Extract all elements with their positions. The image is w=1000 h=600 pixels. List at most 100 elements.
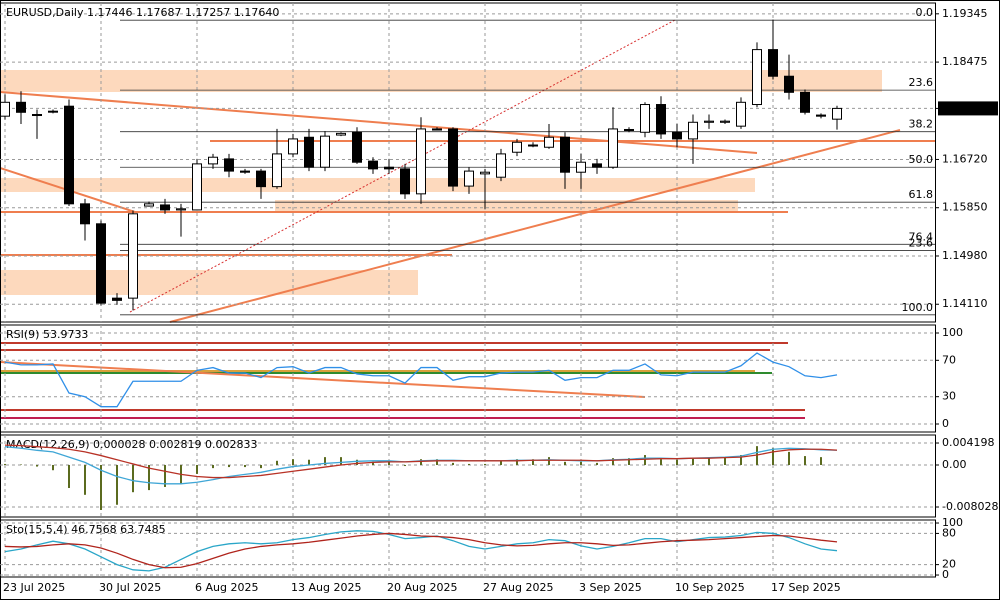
histogram-bar [516,459,518,465]
series-line [4,444,838,479]
y-tick-label: 1.17640 [942,101,988,114]
candle-body [672,131,682,140]
histogram-bar [500,460,502,465]
panel-title: EURUSD,Daily 1.17446 1.17687 1.17257 1.1… [6,6,279,19]
histogram-bar [212,464,214,469]
histogram-bar [132,464,134,493]
y-tick-label: 80 [942,526,956,539]
x-tick-label: 17 Sep 2025 [771,581,841,594]
y-tick-label: 1.14980 [942,249,988,262]
candle-body [320,135,330,168]
histogram-bar [52,464,54,471]
x-tick-label: 27 Aug 2025 [483,581,553,594]
candle-body [400,168,410,195]
series-line [4,532,838,569]
candle-body [528,144,538,147]
histogram-bar [596,462,598,465]
histogram-bar [660,459,662,465]
candle-body [464,170,474,187]
y-tick-label: 0.004198 [942,436,995,449]
x-tick-label: 10 Sep 2025 [675,581,745,594]
x-tick-label: 30 Jul 2025 [99,581,161,594]
y-tick-label: 20 [942,558,956,571]
panel-title: RSI(9) 53.9733 [6,328,88,341]
fib-label: 76.4 [909,230,934,243]
candle-body [784,75,794,93]
histogram-bar [772,448,774,465]
candle-body [384,166,394,170]
candle-body [16,101,26,113]
histogram-bar [260,464,262,469]
zone [0,178,755,192]
histogram-bar [20,464,22,465]
histogram-bar [276,460,278,465]
x-tick-label: 23 Jul 2025 [3,581,65,594]
candle-body [176,208,186,211]
histogram-bar [644,455,646,465]
panel-frame [0,2,936,323]
histogram-bar [68,464,70,489]
histogram-bar [36,464,38,467]
x-tick-label: 3 Sep 2025 [579,581,642,594]
fib-label: 38.2 [909,118,934,131]
candle-body [512,141,522,153]
panel-title: Sto(15,5,4) 46.7568 63.7485 [6,523,166,536]
candle-body [416,128,426,195]
panel-frame [0,519,936,578]
candle-body [688,121,698,140]
y-tick-label: 0 [942,568,949,581]
candle-body [496,153,506,178]
candle-body [592,163,602,168]
candle-body [336,132,346,136]
histogram-bar [708,457,710,465]
y-tick-label: 1.16720 [942,152,988,165]
x-tick-label: 20 Aug 2025 [387,581,457,594]
trendline [0,91,758,154]
y-tick-label: 100 [942,326,963,339]
candle-body [208,156,218,165]
histogram-bar [420,459,422,465]
candle-body [64,105,74,205]
candle-body [640,104,650,133]
histogram-bar [740,455,742,465]
candle-body [352,131,362,163]
histogram-bar [356,459,358,465]
histogram-bar [692,458,694,465]
candle-body [272,153,282,188]
candle-body [704,120,714,123]
fib-label: 23.6 [909,76,934,89]
candle-body [832,107,842,120]
histogram-bar [388,461,390,465]
candle-body [624,128,634,131]
candle-body [432,128,442,131]
candle-body [48,110,58,113]
candle-body [304,136,314,168]
candle-body [816,114,826,117]
histogram-bar [84,464,86,495]
candle-body [160,204,170,211]
candle-body [192,163,202,211]
fib-trendline [129,19,676,313]
histogram-bar [324,457,326,465]
histogram-bar [244,464,246,468]
y-tick-label: 1.19345 [942,7,988,20]
candle-body [608,128,618,168]
histogram-bar [436,459,438,465]
histogram-bar [228,464,230,468]
candle-body [224,158,234,172]
histogram-bar [116,464,118,505]
rsi-trendline [0,361,646,398]
candle-body [560,136,570,173]
candle-body [80,203,90,225]
candle-body [96,223,106,304]
fib-label: 23.6 [909,236,934,249]
candle-body [240,170,250,173]
histogram-bar [292,459,294,465]
candle-body [448,128,458,187]
candle-body [368,160,378,170]
candle-body [736,101,746,127]
histogram-bar [484,463,486,465]
y-tick-label: 100 [942,516,963,529]
